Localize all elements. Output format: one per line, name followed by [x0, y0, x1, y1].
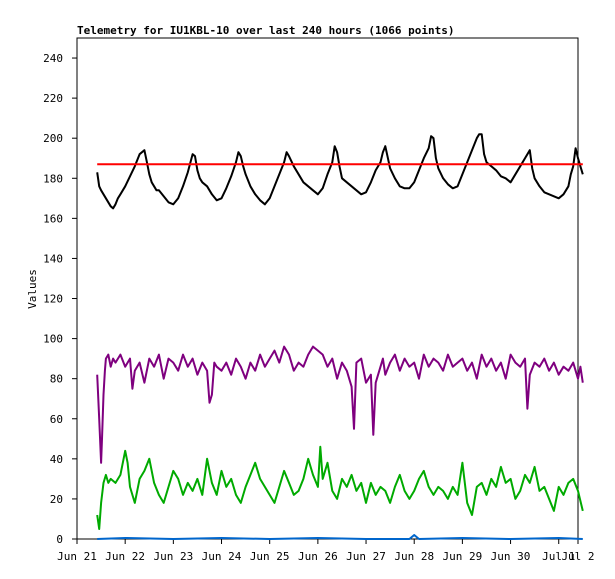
x-tick-label: Jun 21 — [57, 550, 97, 563]
y-axis-label: Values — [26, 269, 39, 309]
x-tick-label: Jul 1 — [542, 550, 575, 563]
plot-area — [76, 37, 579, 540]
series-line-4 — [97, 534, 583, 540]
x-axis: Jun 21 Jun 22 Jun 23 Jun 24 Jun 25 Jun 26 Jun … — [57, 539, 595, 563]
y-tick-label: 160 — [43, 212, 63, 225]
y-tick-label: 20 — [50, 493, 63, 506]
y-tick-label: 240 — [43, 52, 63, 65]
x-tick-label: Jun 27 — [346, 550, 386, 563]
y-tick-label: 180 — [43, 172, 63, 185]
y-tick-label: 120 — [43, 293, 63, 306]
y-tick-label: 80 — [50, 373, 63, 386]
x-tick-label: Jun 29 — [443, 550, 483, 563]
x-tick-label: Jul 2 — [561, 550, 594, 563]
x-tick-label: Jun 22 — [105, 550, 145, 563]
y-tick-label: 140 — [43, 252, 63, 265]
y-tick-label: 200 — [43, 132, 63, 145]
y-tick-label: 0 — [56, 533, 63, 546]
x-tick-label: Jun 26 — [298, 550, 338, 563]
x-tick-label: Jun 30 — [491, 550, 531, 563]
chart-title: Telemetry for IU1KBL-10 over last 240 ho… — [77, 24, 455, 37]
x-tick-label: Jun 28 — [394, 550, 434, 563]
x-tick-label: Jun 24 — [202, 550, 242, 563]
y-tick-label: 40 — [50, 453, 63, 466]
y-axis: 0 20 40 60 80 100 120 140 160 180 200 220 240 — [43, 52, 77, 546]
series-line-0 — [96, 133, 584, 210]
x-tick-label: Jun 23 — [153, 550, 193, 563]
series-line-2 — [96, 345, 584, 464]
x-tick-label: Jun 25 — [250, 550, 290, 563]
series-layer — [96, 133, 584, 540]
y-tick-label: 100 — [43, 333, 63, 346]
y-tick-label: 60 — [50, 413, 63, 426]
series-line-3 — [96, 445, 584, 530]
y-tick-label: 220 — [43, 92, 63, 105]
